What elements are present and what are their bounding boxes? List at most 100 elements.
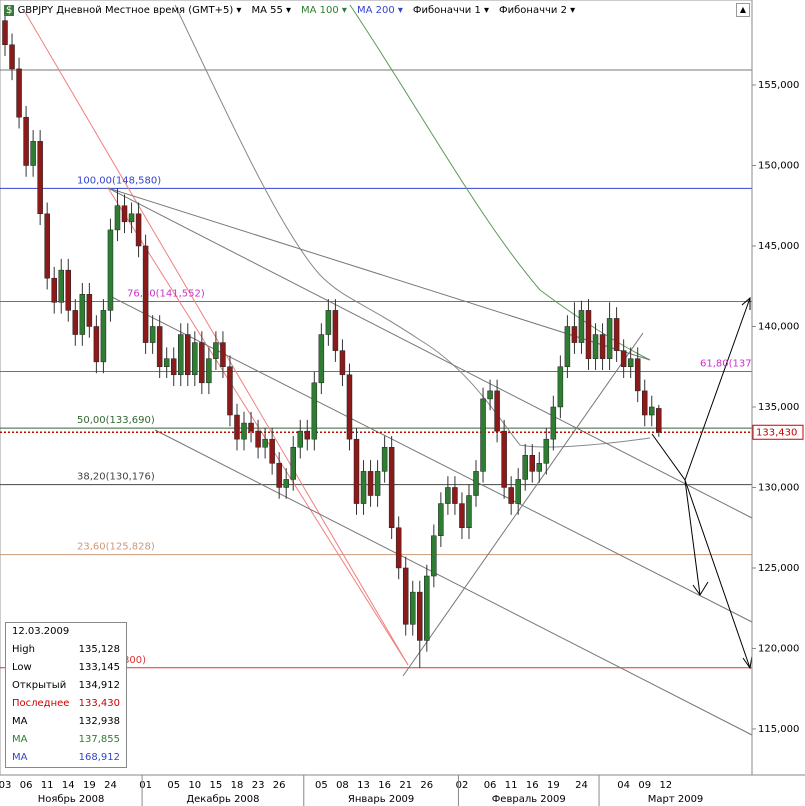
candle-body	[192, 342, 198, 376]
info-row: Открытый 134,912	[6, 677, 126, 695]
candle-body	[178, 334, 184, 376]
candle-body	[515, 479, 521, 504]
candle-body	[163, 358, 170, 367]
candle-body	[290, 446, 296, 480]
indicator[interactable]: Фибоначчи 2 ▾	[499, 4, 576, 16]
x-tick-label: 06	[484, 780, 497, 791]
candle-body	[149, 326, 156, 343]
indicator[interactable]: MA 100 ▾	[301, 4, 347, 16]
candle-body	[417, 591, 423, 641]
candle-body	[480, 398, 486, 472]
symbol-text: GBPJPY Дневной Местное время (GMT+5)	[17, 4, 234, 16]
candle-body	[409, 591, 416, 625]
candle-body	[206, 358, 212, 384]
candle-body	[51, 277, 57, 303]
candle-body	[606, 318, 613, 359]
candle-body	[332, 310, 339, 351]
x-tick-label: 10	[188, 780, 201, 791]
date: 12.03.2009	[12, 626, 70, 637]
x-tick-label: 05	[167, 780, 180, 791]
candle-body	[571, 326, 578, 343]
candle-body	[72, 310, 79, 335]
info-box: 12.03.2009 High 135,128 Low 133,145 Открытый…	[5, 622, 127, 768]
candle-body	[234, 414, 240, 440]
candle-body	[656, 408, 662, 433]
x-tick-label: 11	[41, 780, 54, 791]
candle-body	[641, 390, 648, 416]
candle-body	[613, 318, 620, 351]
candle-body	[620, 350, 627, 367]
level-label: 61,80(137	[700, 359, 752, 370]
symbol[interactable]: $ GBPJPY Дневной Местное время (GMT+5) ▾	[4, 4, 242, 16]
candle-body	[107, 229, 114, 311]
candle-body	[58, 269, 64, 303]
x-tick-label: 11	[505, 780, 518, 791]
candle-body	[325, 310, 332, 335]
x-tick-label: 03	[0, 780, 11, 791]
info-key: Открытый	[12, 680, 67, 691]
candle-body	[487, 390, 493, 400]
candle-body	[649, 406, 655, 416]
x-tick-label: 12	[659, 780, 672, 791]
x-tick-label: 01	[139, 780, 152, 791]
candle-body	[402, 567, 409, 625]
y-tick-label: 150,000	[758, 160, 799, 171]
candle-body	[213, 342, 219, 359]
info-value: 133,145	[78, 662, 120, 673]
candle-body	[121, 205, 128, 223]
indicator[interactable]: Фибоначчи 1 ▾	[412, 4, 490, 16]
level-label: 50,00(133,690)	[77, 415, 155, 426]
x-tick-label: 24	[575, 780, 588, 791]
collapse-button[interactable]: ▲	[736, 3, 750, 17]
x-tick-label: 24	[104, 780, 117, 791]
candle-body	[634, 358, 641, 392]
trend-line	[154, 429, 753, 736]
trend-line	[107, 187, 753, 519]
month-label: Февраль 2009	[492, 794, 566, 805]
candle-body	[248, 422, 254, 432]
indicator[interactable]: MA 55 ▾	[251, 4, 292, 16]
x-tick-label: 21	[399, 780, 412, 791]
info-row: Последнее 133,430	[6, 695, 126, 713]
candle-body	[241, 422, 247, 440]
x-tick-label: 02	[456, 780, 469, 791]
candle-body	[318, 334, 325, 384]
candle-body	[367, 471, 374, 496]
candle-body	[23, 116, 29, 166]
info-value: 133,430	[78, 698, 120, 709]
candle-body	[374, 471, 381, 496]
candle-body	[473, 471, 479, 496]
candle-body	[262, 438, 268, 448]
x-tick-label: 16	[378, 780, 391, 791]
x-tick-label: 04	[617, 780, 630, 791]
level-label: 100,00(148,580)	[77, 175, 161, 186]
info-key: MA	[12, 716, 28, 727]
candle-body	[2, 20, 8, 46]
candle-body	[585, 310, 592, 359]
info-date: 12.03.2009	[6, 623, 126, 641]
candle-body	[227, 366, 233, 416]
candle-body	[438, 503, 444, 537]
candle-body	[459, 503, 465, 528]
candle-body	[536, 463, 543, 472]
candle-body	[501, 430, 507, 488]
candle-body	[431, 535, 437, 577]
y-tick-label: 125,000	[758, 563, 799, 574]
info-value: 168,912	[78, 752, 120, 763]
trend-line	[107, 187, 651, 361]
candle-body	[466, 495, 472, 528]
candle-body	[311, 382, 318, 440]
candle-body	[142, 245, 149, 343]
candle-body	[360, 471, 367, 504]
candle-body	[93, 326, 100, 363]
candle-body	[395, 527, 402, 569]
indicator[interactable]: MA 200 ▾	[356, 4, 403, 16]
candle-body	[445, 487, 451, 504]
candle-body	[44, 213, 50, 279]
candle-body	[494, 390, 500, 432]
indicator-text: MA 55	[251, 4, 283, 16]
x-tick-label: 26	[420, 780, 433, 791]
candle-body	[16, 68, 22, 118]
candle-body	[578, 310, 585, 343]
